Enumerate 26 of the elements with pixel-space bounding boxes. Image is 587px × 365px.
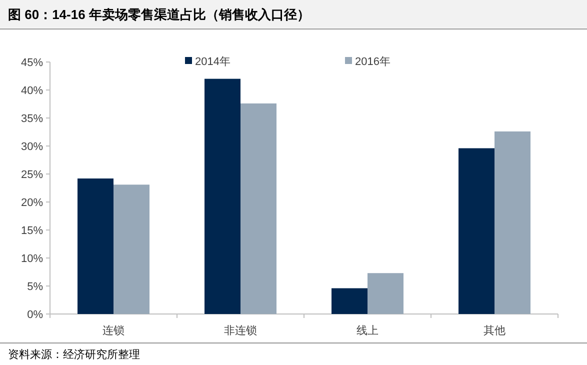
y-tick-label: 15% [20, 225, 44, 237]
bar [204, 78, 240, 314]
y-tick-label: 25% [20, 169, 44, 181]
bar [458, 148, 494, 314]
y-tick-label: 5% [27, 281, 44, 293]
chart-title: 图 60：14-16 年卖场零售渠道占比（销售收入口径） [8, 7, 310, 22]
y-tick-label: 40% [20, 85, 44, 97]
x-tick-label: 其他 [484, 324, 506, 337]
bar [494, 131, 530, 314]
x-tick-label: 连锁 [102, 325, 124, 337]
x-tick-label: 线上 [356, 324, 378, 337]
bar [332, 288, 368, 314]
y-tick-label: 30% [20, 141, 44, 153]
y-tick-label: 20% [20, 197, 44, 209]
legend-label: 2014年 [195, 56, 230, 68]
text: 资料来源：经济研究所整理 [8, 348, 140, 361]
x-tick-label: 非连锁 [224, 324, 257, 337]
bar [114, 184, 150, 314]
y-tick-label: 10% [20, 253, 44, 265]
y-tick-label: 45% [20, 57, 44, 69]
y-tick-label: 35% [20, 113, 44, 125]
bar [368, 273, 404, 314]
bar [78, 178, 114, 314]
bar [240, 103, 276, 314]
legend-label: 2016年 [355, 56, 390, 68]
y-tick-label: 0% [27, 309, 44, 321]
